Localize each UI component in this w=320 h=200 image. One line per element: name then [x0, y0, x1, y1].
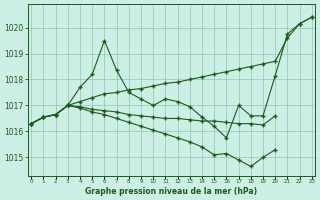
X-axis label: Graphe pression niveau de la mer (hPa): Graphe pression niveau de la mer (hPa) [85, 187, 258, 196]
